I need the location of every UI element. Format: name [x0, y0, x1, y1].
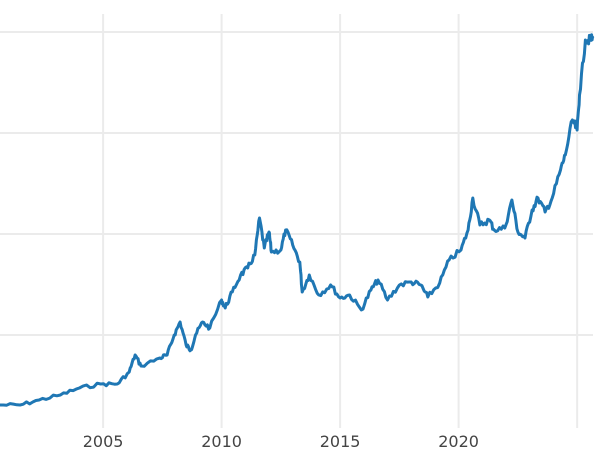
series-group [0, 33, 595, 407]
x-axis-ticks: 2005 2010 2015 2020 [83, 432, 479, 450]
x-tick-label: 2005 [83, 432, 124, 450]
x-tick-label: 2020 [438, 432, 479, 450]
series-line [0, 33, 595, 407]
x-tick-label: 2015 [320, 432, 361, 450]
x-tick-label: 2010 [201, 432, 242, 450]
gridlines [0, 14, 593, 428]
